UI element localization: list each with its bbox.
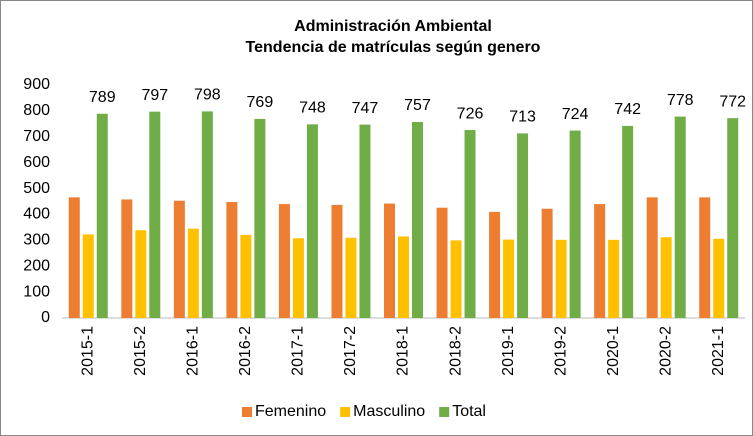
data-label: 748 bbox=[299, 100, 326, 117]
bar bbox=[398, 236, 409, 318]
bar bbox=[412, 122, 423, 318]
data-label: 747 bbox=[352, 100, 379, 117]
bar bbox=[713, 238, 725, 318]
y-tick-label: 0 bbox=[41, 309, 50, 326]
y-tick-label: 900 bbox=[23, 76, 50, 93]
legend-swatch bbox=[242, 407, 252, 417]
data-label: 797 bbox=[141, 87, 168, 104]
x-tick-label: 2019-1 bbox=[500, 326, 517, 376]
x-tick-label: 2020-2 bbox=[657, 326, 674, 376]
x-tick-label: 2018-1 bbox=[395, 326, 412, 376]
bar bbox=[569, 130, 581, 318]
bar bbox=[594, 204, 606, 318]
bar bbox=[541, 208, 553, 318]
bar bbox=[68, 197, 80, 318]
x-tick-label: 2015-2 bbox=[132, 326, 149, 376]
bar bbox=[622, 125, 634, 318]
bar bbox=[384, 203, 395, 318]
bar bbox=[450, 240, 462, 318]
y-tick-label: 100 bbox=[23, 283, 50, 300]
legend-label: Masculino bbox=[353, 403, 425, 420]
bar bbox=[82, 234, 94, 318]
bar bbox=[331, 204, 343, 318]
bar bbox=[699, 197, 711, 318]
data-label: 713 bbox=[509, 109, 536, 126]
data-label: 757 bbox=[404, 97, 431, 114]
bar bbox=[292, 238, 304, 318]
bar bbox=[489, 211, 501, 318]
x-tick-label: 2016-2 bbox=[237, 326, 254, 376]
bar bbox=[464, 130, 476, 318]
bar bbox=[240, 234, 252, 318]
bar bbox=[555, 239, 567, 318]
x-tick-label: 2020-1 bbox=[605, 326, 622, 376]
data-label: 772 bbox=[719, 93, 746, 110]
bar bbox=[674, 116, 686, 318]
bar bbox=[278, 204, 290, 318]
x-tick-label: 2015-1 bbox=[79, 326, 96, 376]
x-tick-label: 2016-1 bbox=[185, 326, 202, 376]
bar bbox=[436, 207, 448, 318]
bar bbox=[187, 228, 199, 318]
y-tick-label: 500 bbox=[23, 180, 50, 197]
bar bbox=[201, 111, 213, 318]
data-label: 726 bbox=[457, 105, 484, 122]
y-tick-label: 200 bbox=[23, 257, 50, 274]
chart-title: Administración Ambiental bbox=[294, 18, 492, 35]
data-label: 769 bbox=[247, 94, 274, 111]
y-tick-label: 600 bbox=[23, 154, 50, 171]
bar bbox=[96, 113, 108, 318]
bar bbox=[345, 237, 357, 318]
bar bbox=[226, 202, 238, 318]
bar bbox=[517, 133, 529, 318]
bar bbox=[503, 239, 515, 318]
bar bbox=[121, 199, 133, 318]
x-tick-label: 2019-2 bbox=[552, 326, 569, 376]
bar bbox=[149, 111, 161, 318]
bar bbox=[660, 237, 672, 318]
bar bbox=[254, 118, 266, 318]
y-tick-label: 400 bbox=[23, 206, 50, 223]
data-label: 742 bbox=[614, 101, 641, 118]
data-label: 778 bbox=[667, 92, 694, 109]
legend-swatch bbox=[439, 407, 450, 417]
legend-swatch bbox=[340, 407, 351, 417]
x-tick-label: 2017-2 bbox=[342, 326, 359, 376]
bar bbox=[306, 124, 318, 319]
data-label: 724 bbox=[562, 106, 589, 123]
x-tick-label: 2017-1 bbox=[290, 326, 307, 376]
y-tick-label: 700 bbox=[23, 128, 50, 145]
y-tick-label: 300 bbox=[23, 232, 50, 249]
bar bbox=[359, 124, 371, 318]
bar bbox=[727, 118, 739, 318]
legend-label: Femenino bbox=[255, 403, 326, 420]
legend-label: Total bbox=[452, 403, 486, 420]
bar bbox=[173, 200, 185, 318]
bar bbox=[646, 197, 658, 318]
x-tick-label: 2018-2 bbox=[447, 326, 464, 376]
chart-subtitle: Tendencia de matrículas según genero bbox=[246, 39, 541, 56]
bar bbox=[608, 239, 620, 318]
data-label: 798 bbox=[194, 87, 221, 104]
y-tick-label: 800 bbox=[23, 102, 50, 119]
data-label: 789 bbox=[89, 89, 116, 106]
bar bbox=[135, 230, 147, 318]
x-tick-label: 2021-1 bbox=[710, 326, 727, 376]
